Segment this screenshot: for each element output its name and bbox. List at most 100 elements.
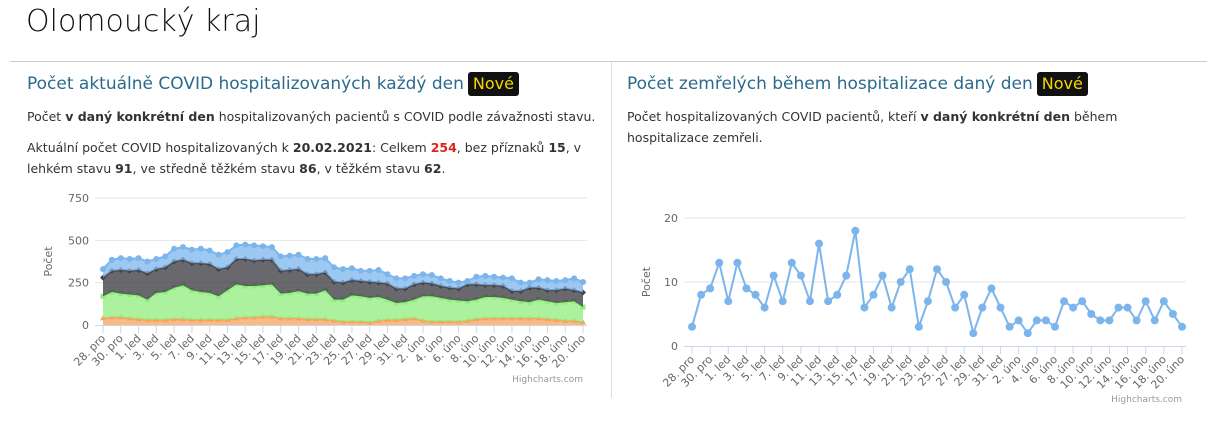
data-point [869,290,878,299]
new-badge: Nové [1036,72,1088,96]
data-point [1105,316,1114,325]
data-point [1087,310,1096,318]
data-point [340,266,346,273]
data-point [286,252,293,259]
summary-none: 15 [548,140,566,155]
data-point [1032,316,1041,325]
summary-light: 91 [115,161,133,176]
data-point [357,267,364,274]
data-point [233,242,240,249]
data-point [1141,297,1150,306]
data-point [526,279,533,286]
data-point [260,243,266,250]
data-point [375,266,382,273]
data-point [544,277,551,284]
data-point [942,278,951,286]
y-tick-label: 750 [68,192,89,205]
data-point [887,303,896,312]
data-point [860,303,869,312]
data-point [215,251,222,258]
data-point [517,279,524,286]
desc-text: hospitalizovaných pacientů s COVID podle… [214,109,596,124]
y-tick-label: 250 [68,277,89,290]
data-point [366,267,373,274]
data-point [969,329,978,338]
data-point [715,258,724,267]
summary-severe: 62 [424,161,442,176]
data-point [878,271,887,280]
data-point [197,245,204,252]
y-tick-label: 20 [664,212,678,225]
summary-medium: 86 [299,161,317,176]
data-point [951,303,960,312]
page-title: Olomoucký kraj [26,4,261,39]
left-summary: Aktuální počet COVID hospitalizovaných k… [27,137,592,179]
data-point [987,284,996,293]
data-point [313,255,320,262]
data-point [1060,297,1069,306]
data-point [1050,322,1059,331]
data-point [322,255,329,262]
data-point [162,253,169,260]
data-point [914,322,923,331]
data-point [144,258,151,265]
data-point [742,284,751,293]
left-panel: Počet aktuálně COVID hospitalizovaných k… [0,62,611,402]
desc-text: během hospitalizace zemřeli. [627,109,1118,145]
summary-text: , v lehkém stavu [27,140,582,176]
desc-text: Počet [27,109,66,124]
data-point [1078,297,1087,306]
data-point [688,322,696,331]
left-heading-text: Počet aktuálně COVID hospitalizovaných k… [27,74,464,94]
data-point [842,271,851,280]
summary-text: , ve středně těžkém stavu [132,161,300,176]
y-axis-title: Počet [640,266,653,297]
summary-text: , bez příznaků [456,140,549,155]
data-point [437,275,444,282]
data-point [242,241,249,248]
divider [10,61,1207,62]
data-point [805,297,814,306]
highcharts-credit: Highcharts.com [1111,395,1182,405]
data-point [1123,303,1132,312]
data-point [100,266,106,273]
data-point [724,297,733,306]
data-point [1159,297,1168,306]
data-point [1150,316,1159,325]
data-point [833,290,842,299]
data-point [978,303,987,312]
left-description: Počet v daný konkrétní den hospitalizova… [27,106,597,127]
right-heading-text: Počet zemřelých během hospitalizace daný… [627,74,1033,94]
data-point [331,264,338,271]
data-point [268,244,275,251]
data-point [206,247,213,254]
data-point [304,255,311,262]
data-point [1014,316,1023,325]
right-description: Počet hospitalizovaných COVID pacientů, … [627,106,1167,148]
data-point [1041,316,1050,325]
data-point [851,226,860,235]
data-point [1069,303,1078,312]
data-point [420,271,426,278]
data-point [996,303,1005,312]
data-point [446,277,453,284]
highcharts-credit: Highcharts.com [512,375,583,385]
data-point [535,276,542,283]
data-point [571,275,578,282]
y-tick-label: 500 [68,234,89,247]
desc-bold: v daný konkrétní den [65,109,215,124]
right-heading: Počet zemřelých během hospitalizace daný… [627,72,1088,96]
summary-text: Aktuální počet COVID hospitalizovaných k [27,140,293,155]
data-point [960,290,969,299]
data-point [126,255,133,262]
data-point [428,272,435,279]
data-point [295,251,302,258]
data-point [491,273,498,280]
panel-divider [611,62,612,398]
desc-bold: v daný konkrétní den [920,109,1070,124]
data-point [1168,310,1177,318]
new-badge: Nové [467,72,519,96]
data-point [923,297,932,306]
